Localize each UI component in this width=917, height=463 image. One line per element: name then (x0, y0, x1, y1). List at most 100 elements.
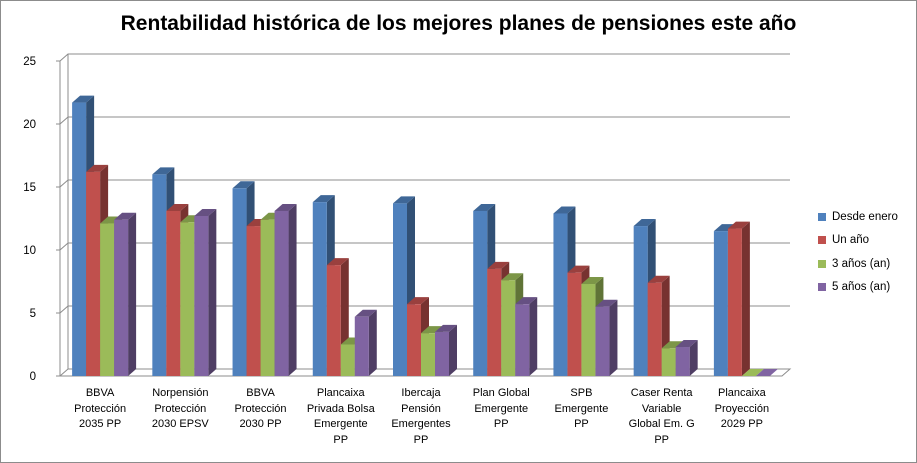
bar (713, 231, 728, 376)
legend: Desde enero Un año 3 años (an) 5 años (a… (818, 205, 914, 299)
bar (501, 280, 516, 376)
bar-side (368, 309, 377, 376)
bar-top (675, 340, 698, 348)
bar (194, 215, 209, 376)
bar (553, 213, 568, 376)
legend-item: Desde enero (818, 205, 914, 229)
legend-item: 3 años (an) (818, 252, 914, 276)
y-axis: 0 5 10 15 20 25 (23, 56, 60, 383)
bar (421, 333, 435, 376)
x-tick-label: Norpensión Protección 2030 EPSV (151, 387, 209, 430)
legend-label: 3 años (an) (832, 257, 891, 270)
bar-top (274, 203, 297, 211)
bar-top (86, 164, 109, 172)
x-tick-label: Plancaixa Privada Bolsa Emergente PP (306, 387, 375, 446)
bar (755, 369, 778, 376)
bar (326, 265, 341, 376)
bar (166, 210, 181, 376)
bar (473, 210, 488, 376)
bar (581, 284, 596, 376)
legend-swatch (818, 283, 826, 292)
bar-top (595, 299, 618, 307)
bar-side (288, 203, 297, 376)
y-tick-label: 10 (23, 245, 36, 257)
bar (633, 226, 648, 376)
legend-label: 5 años (an) (832, 281, 891, 294)
bar-top (435, 324, 457, 332)
bar (340, 344, 355, 376)
gridline (59, 53, 790, 62)
bar-top (487, 261, 510, 269)
bar-top (194, 208, 217, 216)
x-tick-label: Plancaixa Proyección 2029 PP (714, 387, 770, 430)
legend-item: 5 años (an) (818, 276, 914, 300)
bar-top (421, 326, 443, 334)
bar-top (647, 275, 670, 283)
bar (312, 202, 327, 376)
bar (435, 331, 449, 376)
bar (647, 282, 662, 376)
bar (274, 210, 289, 376)
legend-swatch (818, 212, 826, 221)
gridline (59, 305, 790, 314)
bar-top (633, 219, 656, 227)
bar-side (609, 299, 618, 376)
bar-top (114, 212, 137, 220)
bar-side (128, 212, 137, 376)
bar (100, 223, 115, 376)
bar (180, 222, 195, 376)
y-tick-label: 5 (30, 308, 36, 320)
bar-top (501, 273, 524, 281)
x-tick-label: Caser Renta Variable Global Em. G PP (628, 387, 695, 446)
bar-top (661, 341, 684, 349)
bar-top (567, 265, 590, 273)
y-tick-label: 25 (23, 56, 36, 68)
bar (260, 219, 275, 376)
legend-swatch (818, 236, 826, 245)
y-tick-label: 20 (23, 119, 36, 131)
legend-label: Un año (832, 234, 870, 247)
x-tick-label: BBVA Protección 2030 PP (234, 387, 287, 430)
bar (567, 272, 582, 376)
bar-top (312, 195, 335, 203)
x-tick-label: Plan Global Emergente PP (472, 387, 530, 430)
bar (741, 369, 764, 376)
bar (152, 174, 167, 376)
bar-layer (72, 95, 778, 376)
bar (86, 171, 101, 376)
x-tick-label: BBVA Protección 2035 PP (74, 387, 127, 430)
legend-label: Desde enero (832, 210, 898, 223)
chart-title: Rentabilidad histórica de los mejores pl… (120, 12, 797, 35)
bar-top (407, 297, 429, 305)
bar (393, 203, 407, 376)
bar-top (553, 206, 576, 214)
bar-top (473, 203, 496, 211)
bar-side (741, 221, 750, 376)
bar-side (208, 208, 217, 376)
legend-item: Un año (818, 229, 914, 253)
bar (595, 306, 610, 376)
bar-top (326, 258, 349, 266)
bar (407, 304, 421, 376)
bar-side (529, 297, 538, 376)
bar-top (393, 196, 415, 204)
bar-top (581, 277, 604, 285)
gridline (59, 116, 790, 125)
bar (114, 219, 129, 376)
bar-top (232, 181, 255, 189)
gridline (59, 242, 790, 251)
x-tick-label: SPB Emergente PP (554, 387, 609, 430)
bar (727, 228, 742, 376)
bar (354, 316, 369, 376)
y-tick-label: 15 (23, 182, 36, 194)
bar-top (515, 297, 538, 305)
bar-top (166, 203, 189, 211)
bar-top (354, 309, 377, 317)
bar (675, 347, 690, 376)
bar-top (727, 221, 750, 229)
bar (661, 348, 676, 376)
bar (232, 188, 247, 376)
bar-side (689, 340, 698, 376)
y-tick-label: 0 (30, 371, 36, 383)
